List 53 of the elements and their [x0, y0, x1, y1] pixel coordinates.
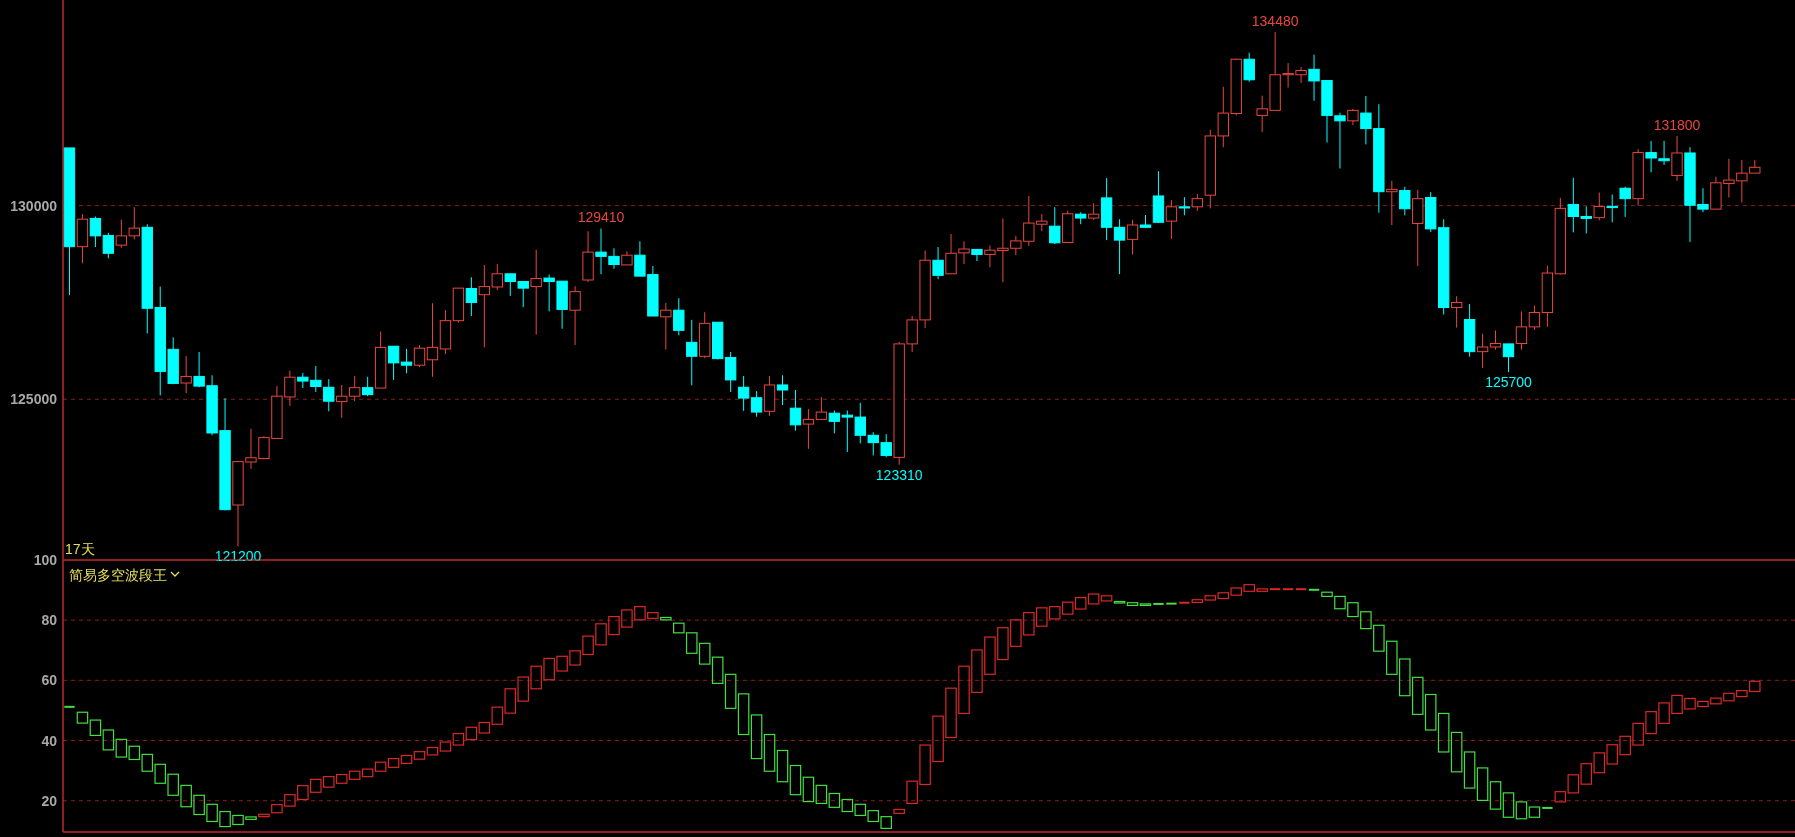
annotation: 129410	[577, 209, 625, 226]
bar	[1139, 603, 1152, 607]
bar	[1113, 600, 1126, 604]
text: 简易多空波段王	[69, 567, 167, 583]
bar	[763, 733, 776, 772]
bar	[64, 705, 75, 708]
bar	[452, 733, 465, 746]
y-tick-label: 125000	[10, 391, 58, 408]
annotation: 131800	[1653, 116, 1701, 133]
bar	[1269, 588, 1281, 591]
bar	[426, 746, 439, 756]
bar	[400, 754, 413, 764]
bar	[815, 784, 828, 805]
bar	[660, 616, 672, 621]
y-tick-label: 130000	[10, 197, 58, 214]
bar	[1542, 806, 1553, 809]
bar	[1502, 792, 1515, 818]
bar	[1515, 801, 1528, 820]
bar	[893, 808, 905, 814]
annotation: 125700	[1485, 374, 1533, 391]
y-tick-label: 20	[41, 792, 58, 809]
y-tick-label: 80	[41, 612, 58, 629]
bar	[1166, 602, 1177, 605]
bar	[258, 813, 270, 818]
y-tick-label: 40	[41, 732, 58, 749]
bar	[76, 711, 89, 724]
bar	[1153, 602, 1164, 605]
bar	[102, 729, 115, 751]
annotation: 134480	[1251, 13, 1299, 30]
y-tick-label: 60	[41, 672, 58, 689]
bar	[413, 751, 426, 760]
annotation: 17天	[65, 541, 95, 557]
bar	[1528, 806, 1541, 818]
bar	[374, 761, 387, 772]
bar	[1179, 601, 1190, 604]
bar	[1295, 588, 1307, 591]
bar	[750, 714, 763, 760]
y-tick-label: 100	[33, 552, 58, 568]
bar	[439, 741, 452, 752]
bar	[89, 719, 102, 737]
bar	[1308, 588, 1320, 591]
bar	[776, 749, 789, 783]
bar	[1476, 767, 1489, 802]
bar	[1100, 595, 1113, 602]
bar	[1463, 751, 1476, 789]
annotation: 123310	[875, 466, 923, 483]
bar	[737, 693, 750, 736]
bar	[387, 757, 400, 768]
bar	[1126, 602, 1139, 607]
bar	[802, 776, 815, 803]
bar	[789, 764, 802, 796]
bar	[1282, 588, 1294, 591]
bar	[1489, 781, 1502, 810]
